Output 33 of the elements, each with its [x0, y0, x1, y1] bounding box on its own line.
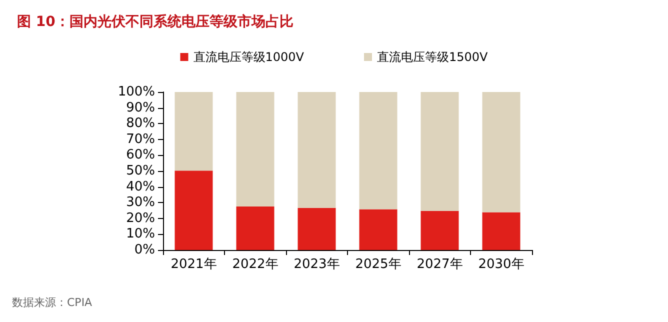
bar: [420, 92, 459, 211]
source-note: 数据来源：CPIA: [12, 296, 93, 309]
x-tick-label: 2027年: [416, 257, 463, 272]
x-tick-label: 2021年: [170, 257, 217, 272]
x-tick-label: 2025年: [355, 257, 402, 272]
y-tick-label: 50%: [126, 164, 155, 178]
y-tick-label: 10%: [126, 226, 155, 242]
y-tick-label: 100%: [118, 84, 155, 100]
bar: [359, 92, 398, 210]
bar: [174, 92, 213, 171]
bar: [298, 92, 336, 208]
y-tick-label: 40%: [126, 179, 155, 194]
y-tick-label: 30%: [126, 195, 155, 210]
x-tick-label: 2022年: [232, 257, 278, 272]
bar: [482, 92, 520, 212]
bar: [298, 208, 336, 250]
bar: [420, 210, 459, 250]
y-tick-label: 60%: [126, 148, 155, 163]
y-tick-label: 80%: [126, 116, 155, 132]
chart-title: 图 10：国内光伏不同系统电压等级市场占比: [17, 13, 294, 30]
x-tick-label: 2023年: [294, 257, 340, 272]
y-tick-label: 70%: [126, 132, 155, 147]
bar: [174, 170, 213, 250]
legend-label: 直流电压等级1000V: [193, 50, 305, 64]
bar: [236, 92, 274, 207]
x-tick-label: 2030年: [478, 257, 524, 272]
y-tick-label: 0%: [134, 242, 155, 258]
legend-label: 直流电压等级1500V: [377, 50, 489, 64]
bar: [359, 209, 398, 250]
y-tick-label: 20%: [126, 210, 155, 226]
bar: [236, 206, 274, 250]
y-tick-label: 90%: [126, 100, 155, 116]
bar: [482, 212, 520, 250]
